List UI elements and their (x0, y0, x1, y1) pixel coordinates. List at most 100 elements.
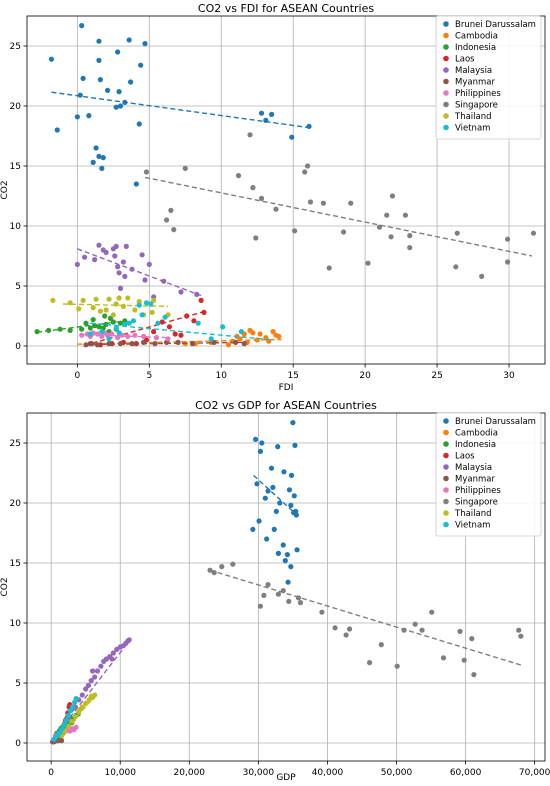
data-point (384, 212, 390, 218)
data-point (122, 273, 128, 279)
data-point (103, 249, 109, 255)
data-point (110, 650, 116, 656)
data-point (166, 324, 173, 330)
x-tick-label: 0 (74, 371, 80, 381)
y-tick-label: 0 (15, 739, 21, 749)
data-point (79, 326, 85, 332)
legend-label: Myanmar (455, 475, 495, 485)
plot-frame (26, 412, 546, 762)
data-point (454, 230, 460, 236)
legend-label: Thailand (454, 112, 492, 122)
data-point (113, 243, 119, 249)
data-point (182, 165, 188, 171)
data-point (288, 502, 294, 508)
legend-marker (443, 32, 449, 39)
x-axis-label: FDI (279, 383, 294, 393)
data-point (273, 508, 279, 514)
data-point (178, 289, 184, 295)
data-point (219, 564, 225, 570)
data-point (412, 621, 418, 627)
data-point (282, 558, 288, 564)
data-point (93, 296, 99, 302)
data-point (256, 518, 262, 524)
data-point (388, 234, 394, 240)
data-point (97, 77, 103, 83)
data-point (72, 714, 78, 720)
legend-label: Indonesia (455, 440, 496, 450)
legend-marker (443, 418, 449, 424)
data-point (103, 307, 109, 313)
y-tick-label: 25 (10, 439, 21, 449)
data-point (288, 564, 294, 570)
y-tick-label: 15 (10, 559, 21, 569)
data-point (332, 625, 338, 631)
data-point (151, 329, 157, 335)
data-point (273, 206, 279, 212)
series-malaysia (74, 242, 202, 300)
chart-1: 0 5 10 15 20 25 30 0 5 10 15 20 25 CO2 vs FDI for ASE… (0, 2, 546, 393)
data-point (126, 320, 132, 326)
data-point (366, 660, 373, 666)
data-point (479, 273, 485, 279)
data-point (343, 632, 349, 638)
data-point (265, 582, 271, 588)
data-point (81, 254, 88, 260)
data-point (273, 332, 279, 338)
data-point (143, 300, 150, 306)
legend-marker (443, 510, 449, 516)
x-tick-label: 5 (146, 371, 152, 381)
y-tick-label: 0 (15, 342, 21, 352)
data-point (290, 420, 296, 426)
legend-label: Philippines (455, 89, 501, 99)
data-point (516, 627, 522, 633)
data-point (230, 561, 236, 567)
data-point (262, 495, 268, 501)
data-point (79, 23, 85, 29)
legend-label: Vietnam (455, 521, 490, 531)
data-point (198, 297, 204, 303)
trend-line (62, 303, 169, 308)
y-axis-label: CO2 (0, 577, 10, 596)
data-point (112, 253, 118, 259)
data-point (86, 113, 92, 119)
data-point (136, 302, 142, 308)
data-point (125, 333, 131, 339)
data-point (133, 181, 139, 187)
x-tick-label: 50,000 (381, 768, 413, 778)
legend-marker (443, 67, 449, 73)
data-point (58, 738, 65, 744)
data-point (116, 330, 122, 336)
data-point (139, 252, 145, 258)
data-point (275, 591, 282, 597)
legend-marker (443, 21, 449, 27)
data-point (440, 655, 447, 661)
data-point (194, 291, 200, 297)
y-tick-label: 20 (10, 499, 22, 509)
data-point (80, 297, 86, 303)
data-point (113, 325, 119, 331)
x-tick-label: 30,000 (243, 768, 275, 778)
legend-marker (443, 464, 449, 470)
data-point (258, 110, 265, 116)
data-point (126, 37, 132, 43)
x-tick-label: 10,000 (104, 768, 136, 778)
series-thailand (58, 692, 98, 739)
data-point (261, 592, 267, 599)
data-point (348, 200, 354, 206)
data-point (457, 628, 463, 635)
data-point (326, 265, 332, 271)
data-point (253, 235, 259, 241)
y-tick-label: 10 (10, 619, 22, 629)
data-point (116, 89, 122, 95)
data-point (407, 245, 413, 251)
data-point (102, 313, 108, 319)
data-point (83, 686, 89, 692)
data-point (259, 440, 265, 446)
legend-marker (443, 90, 449, 96)
data-point (129, 341, 135, 347)
legend-marker (443, 452, 449, 459)
data-point (106, 296, 112, 302)
x-tick-label: 70,000 (519, 768, 550, 778)
